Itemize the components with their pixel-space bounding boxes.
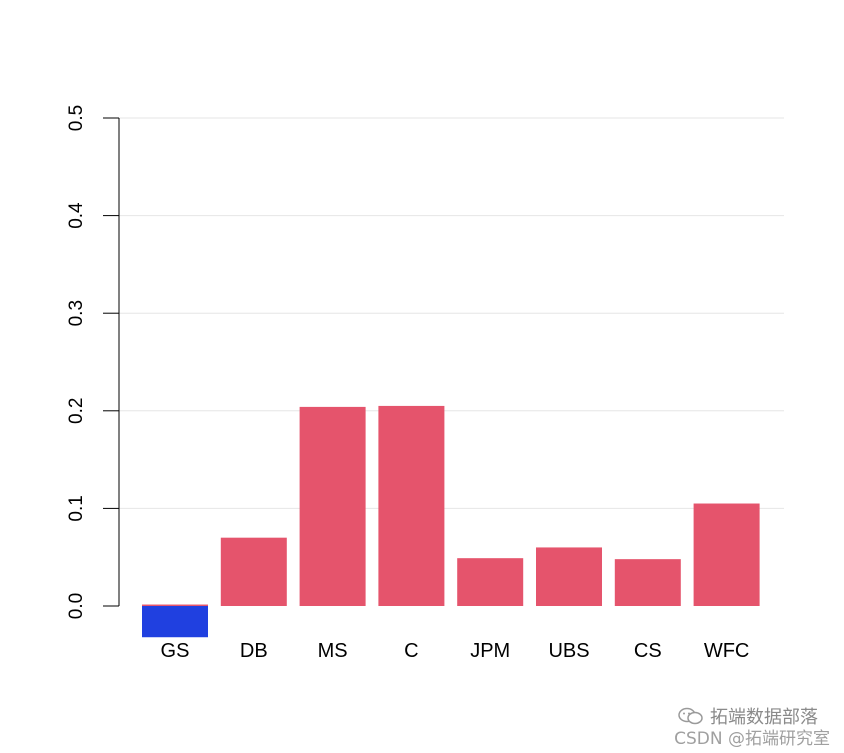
bar-wfc <box>693 503 760 606</box>
bar-db <box>220 537 287 606</box>
y-tick-label: 0.4 <box>66 202 87 229</box>
x-tick-label: GS <box>161 640 190 662</box>
y-tick-label: 0.5 <box>66 105 87 131</box>
bar-gs <box>142 604 208 607</box>
y-tick-label: 0.2 <box>66 398 87 424</box>
x-tick-label: WFC <box>704 640 750 662</box>
bar-c <box>378 405 445 606</box>
x-tick-label: UBS <box>548 640 589 662</box>
x-tick-label: CS <box>634 640 662 662</box>
bar-jpm <box>457 558 524 606</box>
bar-gs-negative <box>142 606 208 638</box>
x-tick-label: C <box>404 640 418 662</box>
x-axis-labels: GS DB MS C JPM UBS CS WFC <box>161 640 750 662</box>
x-tick-label: JPM <box>470 640 510 662</box>
watermark-brand: 拓端数据部落 <box>678 703 818 729</box>
wechat-icon <box>678 707 703 725</box>
bar-ubs <box>536 547 602 606</box>
watermark-source: CSDN @拓端研究室 <box>674 729 830 749</box>
bars <box>142 405 760 638</box>
x-tick-label: DB <box>240 640 268 662</box>
bar-cs <box>614 559 681 606</box>
y-axis: 0.0 0.1 0.2 0.3 0.4 0.5 <box>66 105 120 619</box>
grid-lines <box>119 117 784 509</box>
y-tick-label: 0.3 <box>66 300 87 326</box>
y-tick-label: 0.0 <box>66 593 87 619</box>
y-tick-label: 0.1 <box>66 495 87 521</box>
watermark-brand-text: 拓端数据部落 <box>710 707 818 728</box>
bar-ms <box>299 406 366 606</box>
x-tick-label: MS <box>318 640 348 662</box>
